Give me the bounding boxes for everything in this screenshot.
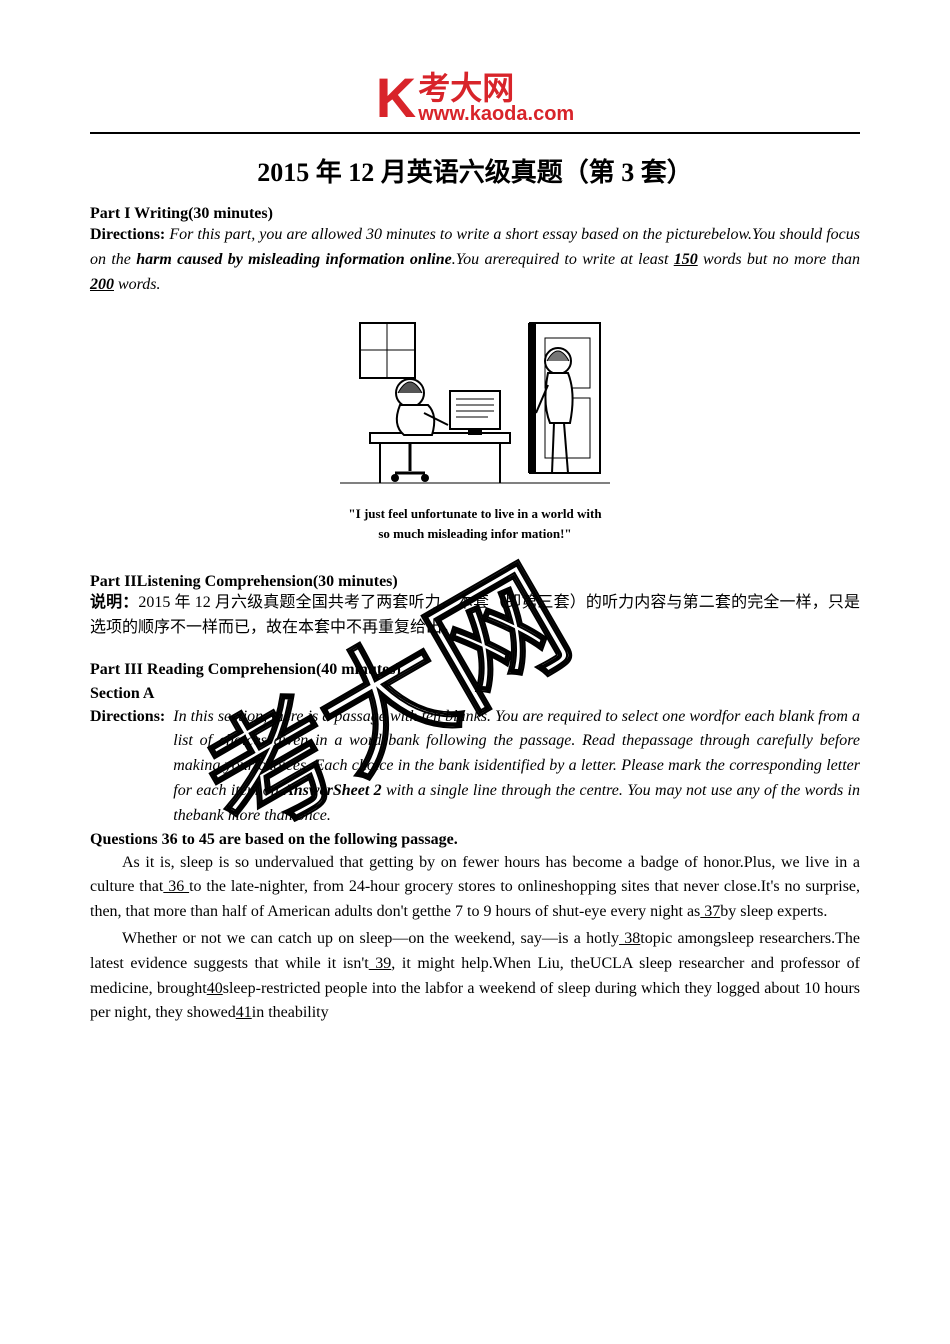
passage-p2: Whether or not we can catch up on sleep—… <box>90 927 860 1026</box>
blank-38: 38 <box>619 930 640 947</box>
blank-37: 37 <box>700 903 720 920</box>
part2-note-body: 2015 年 12 月六级真题全国共考了两套听力，本套（即第三套）的听力内容与第… <box>90 594 860 636</box>
blank-40: 40 <box>207 980 223 997</box>
part1-dir-run4: words. <box>114 276 161 293</box>
blank-41: 41 <box>236 1004 252 1021</box>
cartoon-caption-line2: so much misleading infor mation!" <box>340 525 610 543</box>
p2-e: in theability <box>252 1004 329 1021</box>
document-title: 2015 年 12 月英语六级真题（第 3 套） <box>90 152 860 189</box>
part1-dir-run2: .You arerequired to write at least <box>452 251 674 268</box>
part3-dir-bold: AnswerSheet 2 <box>283 782 382 799</box>
passage-p1: As it is, sleep is so undervalued that g… <box>90 851 860 925</box>
blank-36: 36 <box>163 878 189 895</box>
blank-39: 39 <box>369 955 392 972</box>
part2-heading: Part IIListening Comprehension(30 minute… <box>90 573 860 591</box>
part2-note: 说明：2015 年 12 月六级真题全国共考了两套听力，本套（即第三套）的听力内… <box>90 591 860 641</box>
part1-dir-underline1: 150 <box>674 251 698 268</box>
p1-c: by sleep experts. <box>720 903 827 920</box>
part1-heading: Part I Writing(30 minutes) <box>90 205 860 223</box>
part3-section-a: Section A <box>90 685 860 703</box>
directions-label: Directions: <box>90 226 165 243</box>
part3-directions-label: Directions: <box>90 705 165 829</box>
header-divider <box>90 132 860 134</box>
part3-directions: Directions: In this section, there is a … <box>90 705 860 829</box>
part3-heading: Part III Reading Comprehension(40 minute… <box>90 661 860 679</box>
part3-questions-heading: Questions 36 to 45 are based on the foll… <box>90 831 860 849</box>
logo-k-glyph: K <box>376 70 416 126</box>
site-logo: K 考大网 www.kaoda.com <box>90 70 860 126</box>
logo-url: www.kaoda.com <box>418 104 574 124</box>
part1-dir-bold1: harm caused by misleading information on… <box>136 251 452 268</box>
cartoon-figure: "I just feel unfortunate to live in a wo… <box>90 313 860 543</box>
part1-dir-underline2: 200 <box>90 276 114 293</box>
part1-dir-run3: words but no more than <box>698 251 860 268</box>
p2-a: Whether or not we can catch up on sleep—… <box>122 930 619 947</box>
part1-directions: Directions: For this part, you are allow… <box>90 223 860 297</box>
part2-note-label: 说明： <box>90 594 138 611</box>
logo-chinese: 考大网 <box>418 72 514 104</box>
cartoon-caption-line1: "I just feel unfortunate to live in a wo… <box>340 505 610 523</box>
cartoon-svg <box>340 313 610 503</box>
